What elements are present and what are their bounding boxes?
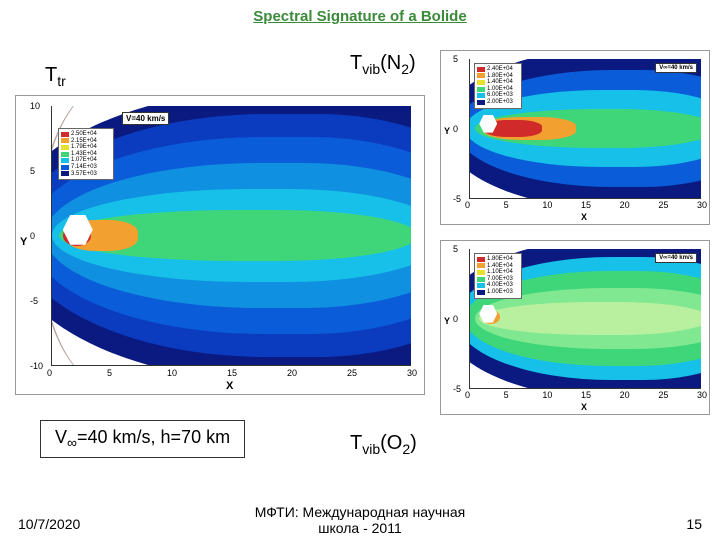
tvibn2-t: T [350, 52, 362, 74]
n2-legend: 2.40E+041.80E+041.40E+041.00E+046.00E+03… [474, 63, 522, 109]
label-ttr: Ttr [45, 64, 66, 89]
cap-sub: ∞ [67, 435, 77, 451]
tvibo2-m: (O [380, 432, 402, 454]
ttr-main: T [45, 64, 57, 86]
plot-main: V=40 km/s 2.50E+042.15E+041.79E+041.43E+… [15, 95, 425, 395]
tvibn2-m: (N [380, 52, 401, 74]
main-legend: 2.50E+042.15E+041.79E+041.43E+041.07E+04… [58, 128, 114, 180]
main-xaxis: X [226, 380, 233, 392]
footer-c1: МФТИ: Международная научная [255, 504, 465, 520]
n2-vlabel: V∞=40 km/s [655, 63, 697, 73]
main-yaxis: Y [20, 236, 27, 248]
o2-legend: 1.80E+041.40E+041.10E+047.00E+034.00E+03… [474, 253, 522, 299]
plot-o2-area: V∞=40 km/s 1.80E+041.40E+041.10E+047.00E… [469, 249, 701, 389]
plot-o2: V∞=40 km/s 1.80E+041.40E+041.10E+047.00E… [440, 240, 710, 415]
tvibn2-e: ) [409, 52, 416, 74]
tvibo2-s2: 2 [402, 441, 410, 457]
o2-yaxis: Y [444, 316, 450, 326]
footer-center: МФТИ: Международная научная школа - 2011 [255, 504, 465, 536]
tvibo2-s1: vib [362, 441, 380, 457]
plot-n2: V∞=40 km/s 2.40E+041.80E+041.40E+041.00E… [440, 50, 710, 225]
slide-title: Spectral Signature of a Bolide [0, 0, 720, 25]
o2-vlabel: V∞=40 km/s [655, 253, 697, 263]
tvibo2-e: ) [410, 432, 417, 454]
caption-box: V∞=40 km/s, h=70 km [40, 420, 245, 458]
main-vlabel: V=40 km/s [122, 112, 169, 125]
label-tvib-o2: Tvib(O2) [350, 432, 417, 457]
n2-xaxis: X [581, 212, 587, 222]
tvibo2-t: T [350, 432, 362, 454]
n2-yaxis: Y [444, 126, 450, 136]
o2-xaxis: X [581, 402, 587, 412]
plot-n2-area: V∞=40 km/s 2.40E+041.80E+041.40E+041.00E… [469, 59, 701, 199]
footer-date: 10/7/2020 [18, 516, 80, 532]
o2-l5 [479, 302, 701, 335]
plot-main-area: V=40 km/s 2.50E+042.15E+041.79E+041.43E+… [51, 106, 411, 366]
ttr-sub: tr [57, 73, 66, 89]
tvibn2-s2: 2 [401, 61, 409, 77]
footer-c2: школа - 2011 [255, 520, 465, 536]
cap-v: V [55, 427, 67, 447]
tvibn2-s1: vib [362, 61, 380, 77]
cap-rest: =40 km/s, h=70 km [77, 427, 230, 447]
footer-page: 15 [686, 516, 702, 532]
label-tvib-n2: Tvib(N2) [350, 52, 416, 77]
